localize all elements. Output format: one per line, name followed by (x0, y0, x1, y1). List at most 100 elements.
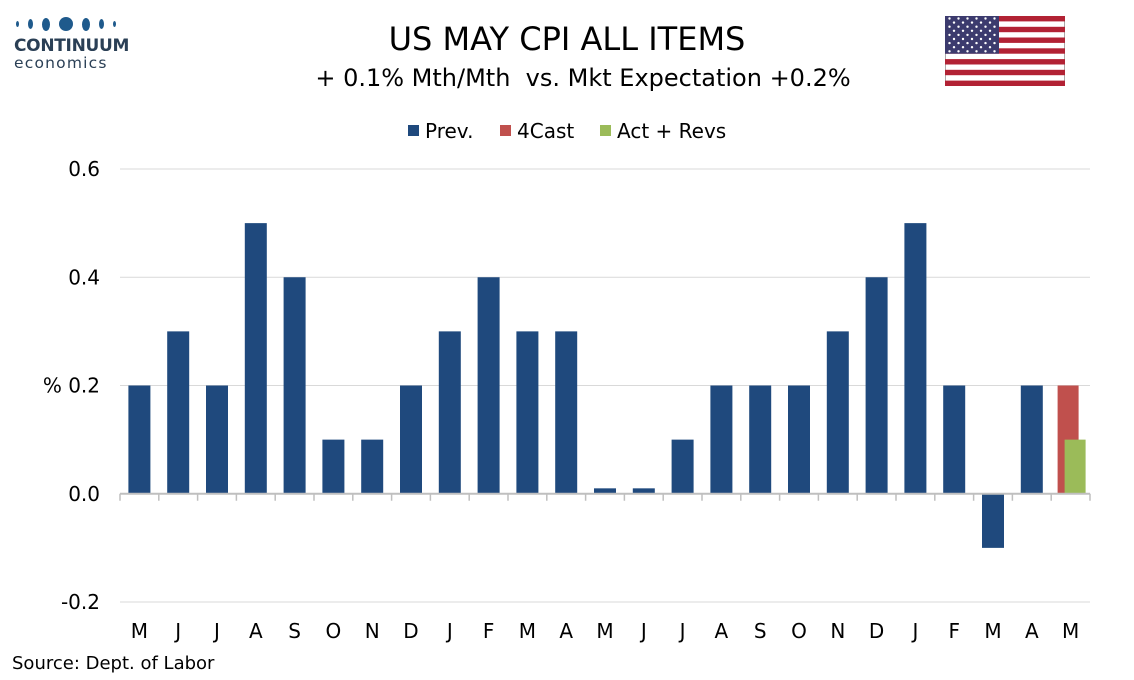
logo-name: CONTINUUM (14, 36, 130, 56)
flag-star (970, 21, 974, 24)
bar-act-revs (1064, 439, 1086, 494)
x-tick-label: F (948, 619, 960, 643)
flag-star (957, 17, 960, 20)
bar-prev (982, 493, 1004, 548)
y-tick-label: 0.6 (68, 157, 100, 181)
bar-prev (477, 277, 500, 494)
flag-star (966, 33, 969, 37)
flag-star (988, 37, 992, 41)
flag-star (984, 50, 987, 53)
flag-star (952, 37, 956, 41)
x-tick-label: M (984, 619, 1001, 643)
flag-star (948, 50, 951, 53)
bar-prev (283, 277, 306, 494)
flag-star (975, 50, 978, 53)
bar-prev (400, 385, 422, 494)
x-tick-label: A (249, 619, 263, 643)
flag-star (961, 29, 965, 32)
flag-star (952, 29, 956, 32)
x-tick-label: N (830, 619, 845, 643)
bar-prev (632, 488, 655, 494)
legend-label: Act + Revs (617, 119, 726, 143)
x-tick-label: J (173, 619, 181, 643)
x-tick-label: J (678, 619, 686, 643)
legend-swatch (408, 125, 419, 136)
x-tick-label: M (131, 619, 148, 643)
flag-star (984, 25, 987, 28)
x-tick-label: F (483, 619, 495, 643)
bar-prev (322, 439, 345, 494)
legend-label: 4Cast (517, 119, 574, 143)
x-tick-label: D (403, 619, 418, 643)
x-tick-label: A (559, 619, 573, 643)
bar-prev (361, 439, 384, 494)
flag-star (979, 46, 983, 49)
x-tick-label: O (791, 619, 807, 643)
bar-prev (438, 331, 461, 494)
flag-star (979, 29, 983, 32)
x-tick-label: J (212, 619, 220, 643)
source-note: Source: Dept. of Labor (12, 653, 215, 674)
flag-star (988, 46, 992, 49)
chart-subtitle: + 0.1% Mth/Mth vs. Mkt Expectation +0.2% (315, 64, 851, 92)
bar-prev (788, 385, 810, 494)
flag-star (961, 21, 965, 24)
x-tick-label: M (1062, 619, 1079, 643)
flag-star (988, 29, 992, 32)
flag-star (966, 25, 969, 28)
x-tick-label: J (445, 619, 453, 643)
flag-star (988, 21, 992, 24)
flag-star (993, 33, 996, 37)
bar-prev (749, 385, 772, 494)
legend-swatch (500, 125, 511, 136)
x-tick-label: J (639, 619, 647, 643)
flag-star (984, 33, 987, 37)
flag-star (979, 21, 983, 24)
bar-prev (1020, 385, 1043, 494)
flag-star (952, 46, 956, 49)
flag-star (975, 25, 978, 28)
flag-star (948, 33, 951, 37)
flag-star (966, 17, 969, 20)
x-tick-label: S (288, 619, 301, 643)
us-flag-icon (945, 16, 1065, 86)
y-tick-label: -0.2 (61, 590, 100, 614)
flag-star (993, 17, 996, 20)
flag-star (952, 21, 956, 24)
flag-star (993, 41, 996, 45)
flag-star (975, 17, 978, 20)
flag-star (966, 41, 969, 45)
x-tick-label: S (754, 619, 767, 643)
x-tick-label: M (519, 619, 536, 643)
flag-star (993, 25, 996, 28)
flag-star (948, 41, 951, 45)
bar-prev (244, 223, 267, 494)
flag-star (975, 41, 978, 45)
flag-star (948, 25, 951, 28)
x-tick-label: D (869, 619, 884, 643)
bar-prev (516, 331, 539, 494)
y-tick-label: 0.4 (68, 265, 100, 289)
continuum-logo: CONTINUUM economics (14, 14, 134, 76)
flag-star (957, 25, 960, 28)
y-tick-label: % 0.2 (43, 374, 100, 398)
bar-prev (206, 385, 228, 494)
flag-star (979, 37, 983, 41)
flag-star (961, 46, 965, 49)
flag-star (957, 33, 960, 37)
logo-subtitle: economics (14, 54, 108, 72)
bar-prev (594, 488, 616, 494)
bar-prev (710, 385, 733, 494)
flag-star (957, 50, 960, 53)
x-tick-label: A (1025, 619, 1039, 643)
bar-prev (904, 223, 927, 494)
bar-prev (555, 331, 578, 494)
flag-star (975, 33, 978, 37)
y-tick-label: 0.0 (68, 482, 100, 506)
flag-star (984, 41, 987, 45)
x-tick-label: O (326, 619, 342, 643)
chart-title: US MAY CPI ALL ITEMS (388, 20, 746, 58)
flag-star (970, 29, 974, 32)
flag-star (961, 37, 965, 41)
